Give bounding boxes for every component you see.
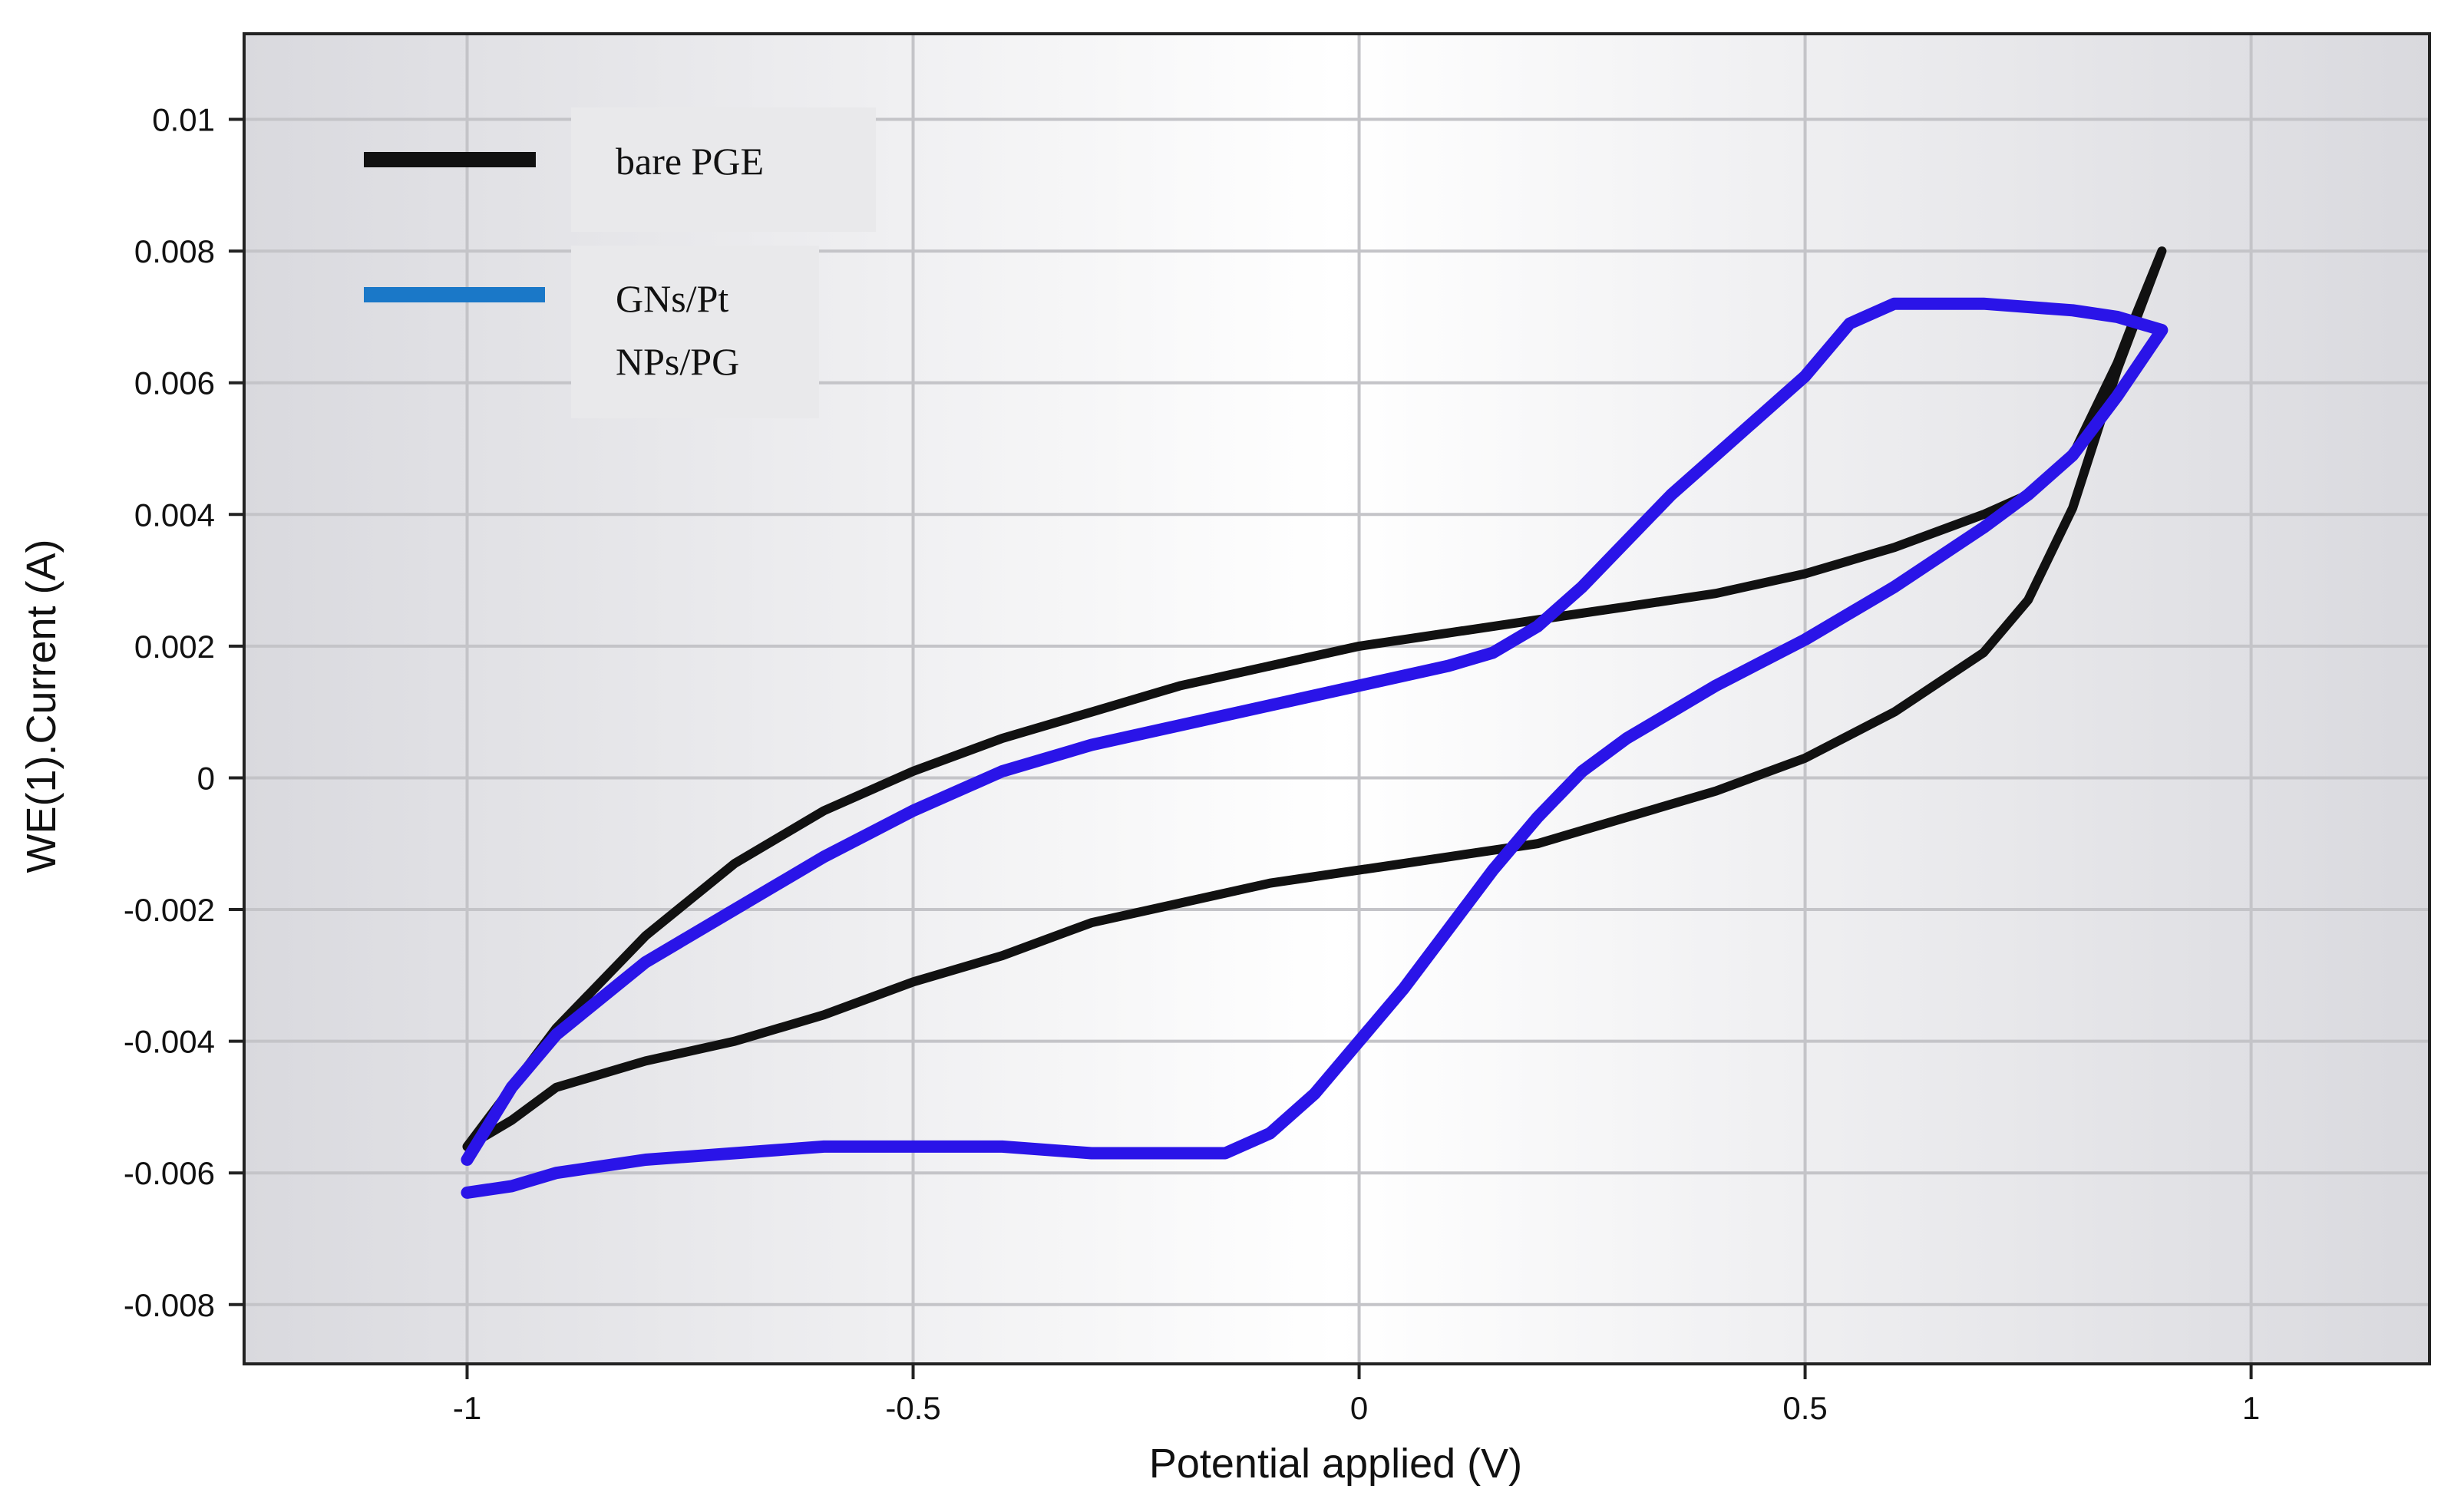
x-tick-label: 1: [2242, 1390, 2260, 1426]
plot-frame: [243, 32, 2431, 1365]
legend-box-1: [571, 107, 876, 232]
series-line-bare-pge: [462, 246, 2167, 1151]
tick-labels: -1 -0.5 0 0.5 1 -0.008 -0.006 -0.004 -0.002 0 0.00…: [124, 102, 2260, 1426]
grid-lines: [244, 34, 2430, 1364]
y-tick-label: 0.008: [134, 233, 215, 269]
plot-area: [244, 34, 2430, 1364]
legend-label-gns-pt-nps-pg: GNs/Pt NPs/PG: [616, 277, 739, 383]
y-tick-label: 0.004: [134, 497, 215, 533]
y-tick-label: -0.004: [124, 1024, 215, 1060]
y-tick-label: -0.002: [124, 892, 215, 928]
y-tick-label: -0.008: [124, 1287, 215, 1323]
series-line-gns-pt-nps-pg: [461, 297, 2169, 1199]
y-tick-label: 0.006: [134, 365, 215, 401]
x-tick-label: 0: [1350, 1390, 1368, 1426]
legend-box-2: [571, 246, 819, 418]
series-layer: [461, 246, 2169, 1199]
legend-label-line-1: GNs/Pt: [616, 277, 728, 320]
legend-label-line-2: NPs/PG: [616, 340, 739, 383]
legend-label-bare-pge: bare PGE: [616, 140, 764, 183]
y-tick-label: 0.01: [152, 102, 215, 138]
y-tick-label: -0.006: [124, 1155, 215, 1191]
x-axis-title: Potential applied (V): [1149, 1441, 1522, 1487]
x-tick-label: -1: [453, 1390, 481, 1426]
legend: bare PGE GNs/Pt NPs/PG: [364, 107, 876, 418]
x-tick-label: 0.5: [1782, 1390, 1827, 1426]
x-tick-label: -0.5: [885, 1390, 940, 1426]
tick-marks: [229, 117, 2253, 1379]
y-tick-label: 0: [197, 760, 215, 796]
y-axis-title: WE(1).Current (A): [18, 539, 64, 873]
y-tick-label: 0.002: [134, 629, 215, 665]
